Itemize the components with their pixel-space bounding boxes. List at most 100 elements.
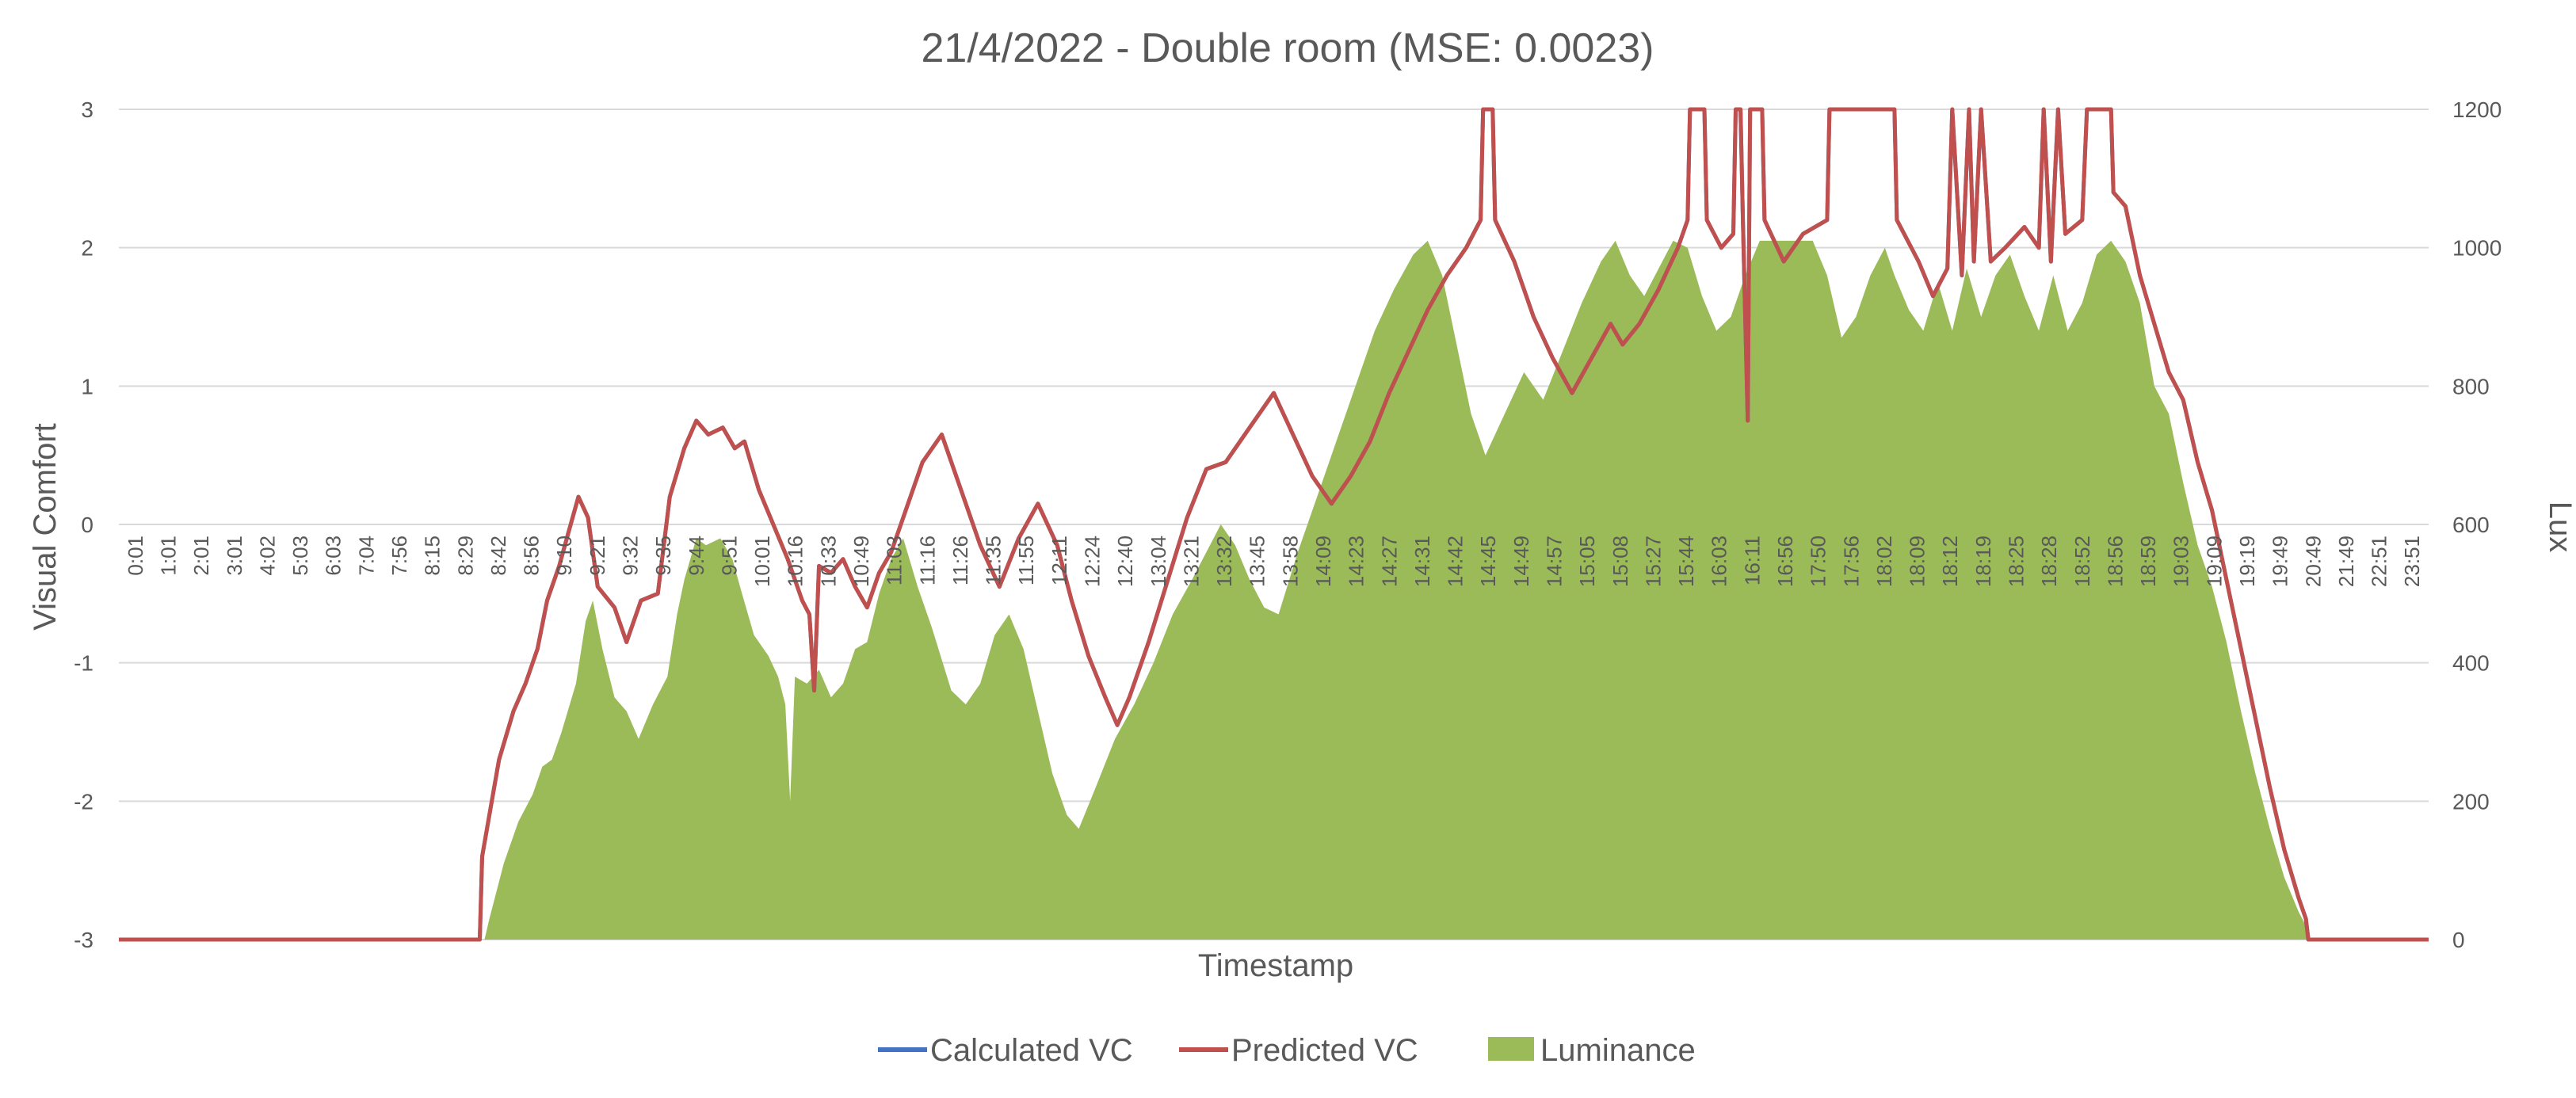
- x-tick-label: 13:58: [1278, 536, 1302, 587]
- x-tick-label: 18:59: [2136, 536, 2160, 587]
- x-tick-label: 17:56: [1839, 536, 1863, 587]
- x-tick-label: 15:44: [1674, 536, 1698, 587]
- x-tick-label: 18:09: [1906, 536, 1929, 587]
- x-tick-label: 17:50: [1807, 536, 1830, 587]
- left-tick-label: 2: [81, 236, 93, 261]
- x-tick-label: 19:49: [2269, 536, 2292, 587]
- x-tick-label: 7:04: [354, 536, 378, 576]
- x-tick-label: 12:24: [1080, 536, 1104, 587]
- x-tick-label: 3:01: [223, 536, 246, 576]
- x-tick-label: 8:56: [520, 536, 544, 576]
- legend-item-predicted-vc: Predicted VC: [1179, 1033, 1418, 1068]
- x-tick-label: 14:49: [1509, 536, 1533, 587]
- right-tick-label: 1000: [2452, 236, 2502, 261]
- x-tick-label: 23:51: [2400, 536, 2424, 587]
- x-axis-title: Timestamp: [1198, 948, 1353, 983]
- x-tick-label: 20:49: [2301, 536, 2325, 587]
- legend-item-calculated-vc: Calculated VC: [878, 1033, 1133, 1068]
- right-tick-label: 800: [2452, 374, 2490, 398]
- legend-label: Calculated VC: [930, 1033, 1133, 1068]
- x-tick-label: 14:09: [1311, 536, 1335, 587]
- chart-title: 21/4/2022 - Double room (MSE: 0.0023): [922, 25, 1654, 71]
- x-tick-label: 9:21: [586, 536, 609, 576]
- x-tick-label: 9:32: [618, 536, 642, 576]
- x-tick-label: 15:08: [1609, 536, 1632, 587]
- x-tick-label: 13:45: [1246, 536, 1269, 587]
- left-axis-title: Visual Comfort: [28, 423, 63, 631]
- right-axis-ticks: 1200 1000 800 600 400 200 0: [2452, 97, 2502, 952]
- x-tick-label: 7:56: [387, 536, 411, 576]
- x-tick-label: 15:05: [1575, 536, 1599, 587]
- left-tick-label: -2: [74, 789, 93, 814]
- x-tick-label: 22:51: [2368, 536, 2391, 587]
- x-tick-label: 10:16: [784, 536, 807, 587]
- vc-line-layer: [119, 107, 2429, 942]
- left-axis-ticks: 3 2 1 0 -1 -2 -3: [74, 97, 93, 952]
- legend-label: Luminance: [1540, 1033, 1696, 1068]
- right-tick-label: 1200: [2452, 97, 2502, 122]
- x-tick-label: 6:03: [322, 536, 345, 576]
- x-tick-label: 1:01: [156, 536, 180, 576]
- right-tick-label: 600: [2452, 513, 2490, 537]
- x-tick-label: 14:27: [1377, 536, 1401, 587]
- x-tick-label: 18:19: [1971, 536, 1995, 587]
- x-tick-label: 13:21: [1179, 536, 1203, 587]
- x-tick-label: 16:03: [1708, 536, 1731, 587]
- x-tick-label: 9:10: [552, 536, 576, 576]
- legend: Calculated VC Predicted VC Luminance: [878, 1033, 1696, 1068]
- x-tick-label: 12:40: [1113, 536, 1137, 587]
- x-tick-label: 8:42: [487, 536, 510, 576]
- right-tick-label: 200: [2452, 789, 2490, 814]
- x-tick-label: 12:11: [1048, 536, 1071, 585]
- x-tick-label: 14:42: [1444, 536, 1467, 587]
- x-tick-label: 16:11: [1740, 536, 1764, 585]
- x-tick-label: 9:44: [685, 536, 708, 576]
- x-tick-label: 11:55: [1014, 536, 1038, 585]
- x-tick-label: 11:16: [915, 536, 939, 585]
- predicted-vc-line: [119, 107, 2429, 942]
- x-tick-label: 18:12: [1938, 536, 1962, 587]
- x-tick-label: 19:09: [2202, 536, 2226, 587]
- x-tick-label: 9:35: [651, 536, 675, 576]
- x-tick-label: 18:28: [2037, 536, 2061, 587]
- x-axis-ticks: 0:01 1:01 2:01 3:01 4:02 5:03 6:03 7:04 7:56 8:15…: [124, 536, 2424, 587]
- right-tick-label: 400: [2452, 651, 2490, 676]
- x-tick-label: 11:26: [948, 536, 972, 585]
- x-tick-label: 9:51: [717, 536, 741, 576]
- luminance-area-layer: [119, 240, 2429, 940]
- x-tick-label: 4:02: [255, 536, 279, 576]
- legend-label: Predicted VC: [1231, 1033, 1418, 1068]
- legend-item-luminance: Luminance: [1488, 1033, 1696, 1068]
- x-tick-label: 13:32: [1212, 536, 1236, 587]
- x-tick-label: 14:57: [1542, 536, 1566, 587]
- x-tick-label: 0:01: [124, 536, 147, 576]
- x-tick-label: 15:27: [1641, 536, 1665, 587]
- x-tick-label: 10:49: [849, 536, 873, 587]
- x-tick-label: 11:35: [982, 536, 1006, 585]
- luminance-area: [119, 240, 2429, 940]
- x-tick-label: 19:03: [2170, 536, 2193, 587]
- x-tick-label: 11:03: [883, 536, 906, 585]
- x-tick-label: 8:15: [421, 536, 445, 576]
- left-tick-label: 3: [81, 97, 93, 122]
- x-tick-label: 16:56: [1773, 536, 1797, 587]
- x-tick-label: 10:01: [750, 536, 774, 587]
- x-tick-label: 14:45: [1476, 536, 1500, 587]
- left-tick-label: 1: [81, 374, 93, 398]
- left-tick-label: -3: [74, 928, 93, 952]
- x-tick-label: 18:52: [2070, 536, 2094, 587]
- x-tick-label: 10:33: [816, 536, 840, 587]
- x-tick-label: 2:01: [189, 536, 213, 576]
- x-tick-label: 14:31: [1410, 536, 1434, 587]
- x-tick-label: 18:25: [2004, 536, 2028, 587]
- x-tick-label: 19:19: [2235, 536, 2259, 587]
- x-tick-label: 13:04: [1147, 536, 1170, 587]
- left-tick-label: 0: [81, 513, 93, 537]
- x-tick-label: 8:29: [453, 536, 477, 576]
- x-tick-label: 18:56: [2103, 536, 2127, 587]
- x-tick-label: 21:49: [2334, 536, 2358, 587]
- right-axis-title: Lux: [2543, 501, 2576, 553]
- x-tick-label: 18:02: [1872, 536, 1896, 587]
- x-tick-label: 5:03: [288, 536, 312, 576]
